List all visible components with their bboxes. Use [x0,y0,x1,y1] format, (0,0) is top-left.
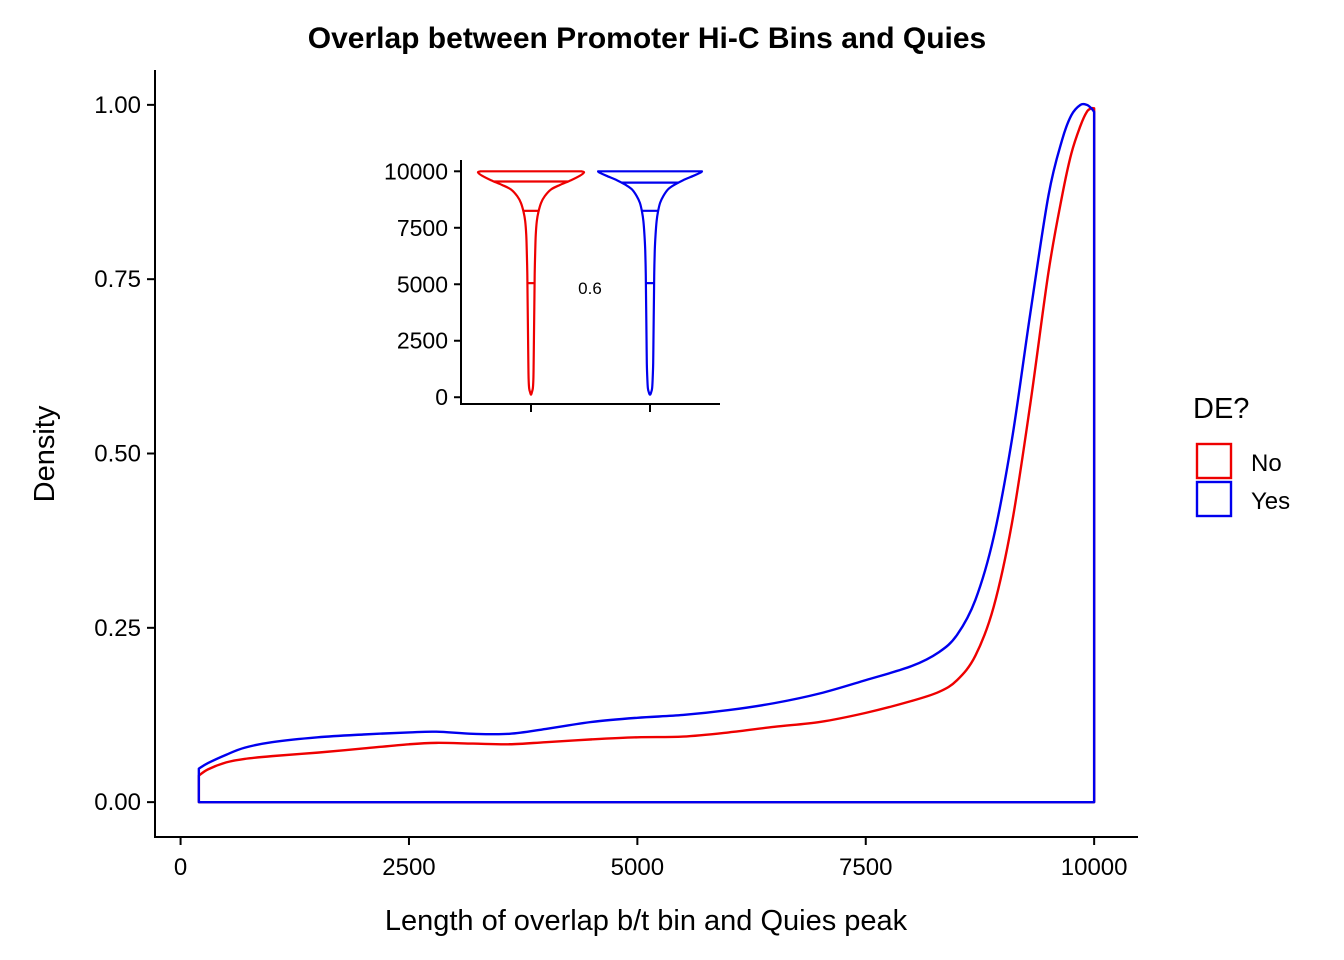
inset-y-tick-label: 0 [435,384,448,410]
legend-entries: No Yes [1195,442,1290,518]
y-tick-label: 1.00 [94,92,141,119]
x-tick-label: 10000 [1061,854,1128,881]
y-tick-label: 0.75 [94,266,141,293]
density-series-group [197,102,1096,804]
violin-group [476,170,704,396]
main-plot-panel: 0.00 0.25 0.50 0.75 1.00 0 2500 5000 7500 10000 … [29,70,1138,937]
inset-y-tick-label: 7500 [397,215,448,241]
inset-y-tick-label: 10000 [384,158,448,184]
y-tick-label: 0.25 [94,615,141,642]
legend-label-no: No [1251,450,1282,477]
x-tick-label: 7500 [839,854,892,881]
y-axis-ticks: 0.00 0.25 0.50 0.75 1.00 [94,92,155,816]
x-axis-ticks: 0 2500 5000 7500 10000 [174,837,1128,881]
legend: DE? No Yes [1193,393,1290,518]
y-tick-label: 0.00 [94,789,141,816]
inset-y-tick-label: 5000 [397,271,448,297]
x-axis-title: Length of overlap b/t bin and Quies peak [385,905,908,937]
chart-title: Overlap between Promoter Hi-C Bins and Q… [308,22,987,55]
y-axis-title: Density [29,405,61,502]
inset-y-axis-ticks: 0 2500 5000 7500 10000 [384,158,461,410]
legend-key-no [1195,442,1233,480]
inset-x-axis-ticks [530,404,651,412]
x-tick-label: 5000 [611,854,664,881]
violin-no [476,170,586,396]
y-tick-label: 0.50 [94,441,141,468]
density-curve-no [197,106,1096,804]
density-curve-yes [197,102,1096,804]
inset-y-tick-label: 2500 [397,328,448,354]
legend-label-yes: Yes [1251,488,1290,515]
violin-yes [596,170,704,396]
x-tick-label: 2500 [382,854,435,881]
inset-violin-panel: 0 2500 5000 7500 10000 0.6 [384,158,720,412]
x-tick-label: 0 [174,854,187,881]
legend-key-yes [1195,480,1233,518]
legend-title: DE? [1193,393,1249,425]
p-value-annotation: 0.6 [578,279,602,298]
